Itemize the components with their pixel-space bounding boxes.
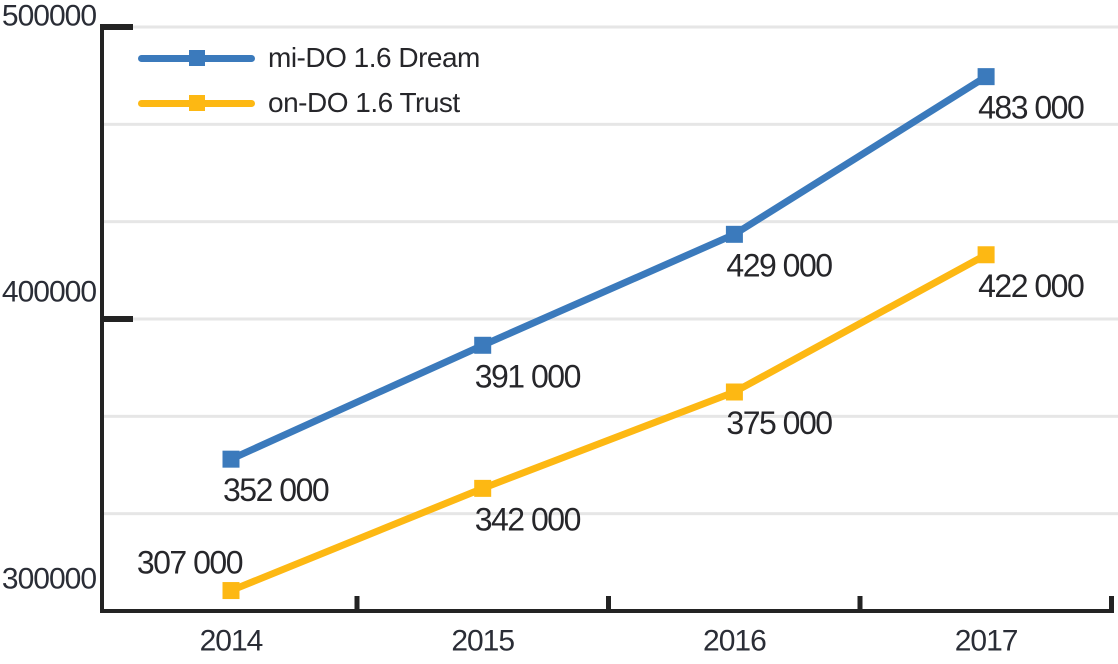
data-point-marker — [725, 225, 743, 243]
data-point-label: 483 000 — [978, 90, 1084, 126]
legend-label-mi-do-dream: mi-DO 1.6 Dream — [268, 42, 480, 73]
legend-square-marker-icon — [189, 50, 205, 66]
data-point-label: 307 000 — [137, 545, 243, 581]
data-point-label: 342 000 — [475, 501, 581, 537]
gridline — [104, 414, 1118, 418]
y-axis-line — [100, 24, 104, 613]
gridline — [104, 122, 1118, 126]
gridline — [104, 317, 1118, 321]
data-point-marker — [977, 246, 995, 264]
legend-line-marker-icon — [138, 90, 255, 116]
data-point-label: 429 000 — [726, 247, 832, 283]
data-point-marker — [474, 336, 492, 354]
x-axis-tick — [606, 596, 611, 613]
series-line-1 — [227, 251, 990, 595]
x-axis-tick — [354, 596, 360, 613]
y-tick-label: 400000 — [2, 276, 96, 309]
x-axis-tick — [857, 596, 863, 613]
legend-item-on-do-trust: on-DO 1.6 Trust — [138, 87, 460, 118]
data-point-label: 391 000 — [475, 358, 581, 394]
y-tick-label: 500000 — [2, 0, 96, 33]
legend-label-on-do-trust: on-DO 1.6 Trust — [268, 87, 460, 118]
legend-item-mi-do-dream: mi-DO 1.6 Dream — [138, 42, 480, 73]
x-tick-label: 2017 — [955, 625, 1018, 658]
data-point-marker — [725, 383, 743, 401]
x-axis-line — [100, 609, 1113, 613]
y-axis-tick — [100, 24, 133, 30]
legend-square-marker-icon — [189, 95, 205, 111]
data-point-marker — [977, 68, 995, 86]
gridline — [104, 220, 1118, 224]
gridline — [104, 25, 1118, 29]
x-tick-label: 2014 — [200, 625, 263, 658]
data-point-label: 375 000 — [726, 405, 832, 441]
y-axis-tick — [100, 316, 133, 322]
series-line-0 — [227, 73, 990, 463]
data-point-label: 422 000 — [978, 268, 1084, 304]
data-point-marker — [474, 479, 492, 497]
data-point-marker — [222, 450, 240, 468]
data-point-marker — [222, 582, 240, 600]
legend-line-marker-icon — [138, 45, 255, 71]
gridline — [104, 512, 1118, 516]
data-point-label: 352 000 — [223, 472, 329, 508]
x-tick-label: 2016 — [703, 625, 766, 658]
x-tick-label: 2015 — [451, 625, 514, 658]
y-tick-label: 300000 — [2, 563, 96, 596]
x-axis-tick — [1109, 596, 1114, 613]
